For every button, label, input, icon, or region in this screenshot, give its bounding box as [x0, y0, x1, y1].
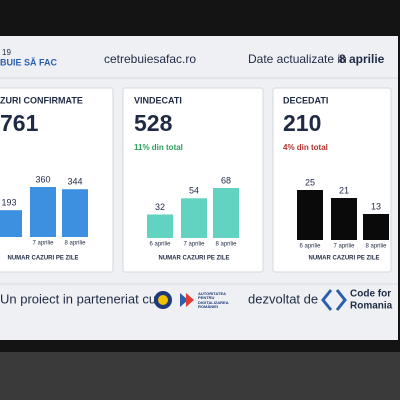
gov-logo-inner: [158, 295, 168, 305]
bar-category-label: 8 aprilie: [365, 244, 387, 250]
partner-text: Un proiect in parteneriat cu: [0, 291, 156, 306]
card-note: 4% din total: [283, 143, 328, 152]
bar-category-label: 8 aprilie: [64, 241, 86, 247]
updated-label: Date actualizate in: [248, 52, 347, 66]
org-name: Romania: [350, 301, 393, 312]
developed-by: dezvoltat de: [248, 291, 318, 306]
card-note: 11% din total: [134, 143, 183, 152]
card-total: 528: [134, 110, 173, 136]
bar-category-label: 6 aprilie: [299, 244, 321, 250]
logo-line: 19: [2, 48, 11, 57]
bar: [30, 187, 56, 237]
bar: [331, 198, 357, 240]
bar-value-label: 344: [67, 177, 82, 187]
logo-line: BUIE SĂ FAC: [0, 57, 58, 67]
adr-logo-mark: [186, 293, 194, 307]
card-total: 210: [283, 110, 321, 136]
chart-label: NUMAR CAZURI PE ZILE: [309, 256, 380, 262]
bar-value-label: 21: [339, 185, 349, 195]
chart-label: NUMAR CAZURI PE ZILE: [8, 256, 79, 262]
bar: [147, 214, 173, 238]
bar: [297, 190, 323, 240]
bar: [213, 188, 239, 238]
bar-value-label: 360: [35, 174, 50, 184]
chart-label: NUMAR CAZURI PE ZILE: [159, 256, 230, 262]
card-title: ZURI CONFIRMATE: [0, 95, 83, 105]
bar-category-label: 7 aprilie: [333, 244, 355, 250]
bar: [181, 198, 207, 238]
updated-date: 8 aprilie: [339, 52, 385, 66]
bar-value-label: 32: [155, 202, 165, 212]
bar: [363, 214, 389, 240]
bar: [62, 189, 88, 237]
bar-category-label: 7 aprilie: [183, 242, 205, 248]
bar-value-label: 13: [371, 201, 381, 211]
bar-category-label: 8 aprilie: [215, 242, 237, 248]
card-title: VINDECATI: [134, 95, 182, 105]
org-name: Code for: [350, 289, 391, 300]
bar-value-label: 68: [221, 175, 231, 185]
bar: [0, 210, 22, 237]
partner-logo-text: AUTORITATEA PENTRU DIGITALIZAREA ROMÂNIE…: [198, 292, 229, 310]
partner-logo-box: AUTORITATEA PENTRU DIGITALIZAREA ROMÂNIE…: [198, 292, 229, 310]
bar-category-label: 6 aprilie: [149, 242, 171, 248]
card-total: 761: [0, 110, 39, 136]
bar-value-label: 193: [1, 198, 16, 208]
card-title: DECEDATI: [283, 95, 328, 105]
code4ro-logo: [321, 289, 347, 311]
site-url: cetrebuiesafac.ro: [104, 52, 196, 66]
bar-value-label: 25: [305, 177, 315, 187]
floor: [0, 352, 400, 400]
bar-value-label: 54: [189, 186, 199, 196]
adr-logo-mark: [180, 293, 188, 307]
bar-category-label: 7 aprilie: [32, 241, 54, 247]
